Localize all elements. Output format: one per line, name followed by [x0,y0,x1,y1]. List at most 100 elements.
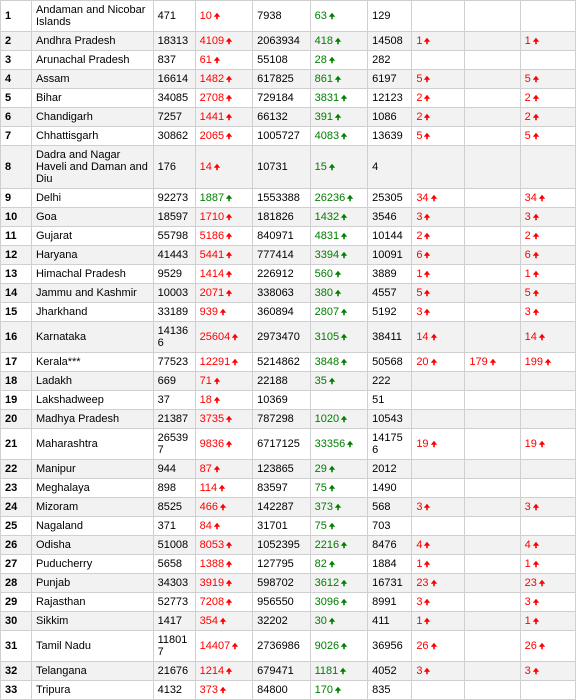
table-cell: Goa [31,208,153,227]
table-cell: Dadra and Nagar Haveli and Daman and Diu [31,146,153,189]
table-cell: 10731 [253,146,311,189]
table-cell: Madhya Pradesh [31,410,153,429]
cell-value: 3 [416,501,422,513]
table-cell: 4 [520,536,575,555]
table-cell: 2071 [195,284,253,303]
cell-value: 560 [315,268,333,280]
table-cell: 55108 [253,51,311,70]
cell-value: 14 [525,331,537,343]
cell-value: 3848 [315,356,339,368]
cell-value: 391 [315,111,333,123]
table-cell: 14508 [368,32,412,51]
cell-value: 3 [525,665,531,677]
table-cell: Jharkhand [31,303,153,322]
table-row: 31Tamil Nadu1180171440727369869026369562… [1,631,576,662]
cell-value: 3 [416,665,422,677]
table-cell: 338063 [253,284,311,303]
table-cell: Delhi [31,189,153,208]
cell-value: 61 [200,54,212,66]
table-cell: 3735 [195,410,253,429]
cell-value: 2 [416,92,422,104]
table-cell [520,1,575,32]
cell-value: 4 [416,539,422,551]
table-cell: 2065 [195,127,253,146]
cell-value: 5 [525,73,531,85]
table-cell: 7 [1,127,32,146]
table-cell: 3 [520,498,575,517]
table-cell: 1020 [310,410,368,429]
table-cell: 1884 [368,555,412,574]
table-cell: 4052 [368,662,412,681]
table-cell: 16 [1,322,32,353]
table-cell: 1 [412,612,465,631]
cell-value: 5186 [200,230,224,242]
table-cell [465,70,520,89]
table-cell: 51 [368,391,412,410]
cell-value: 5 [416,287,422,299]
table-cell: 35 [310,372,368,391]
table-cell: 3096 [310,593,368,612]
table-cell: 2 [412,227,465,246]
table-cell: 2063934 [253,32,311,51]
table-cell: 4132 [153,681,195,700]
table-cell: 26 [412,631,465,662]
cell-value: 1441 [200,111,224,123]
table-cell: 3 [412,498,465,517]
table-cell [465,391,520,410]
table-cell [465,322,520,353]
table-cell: 11 [1,227,32,246]
table-cell: 41443 [153,246,195,265]
table-cell [465,498,520,517]
table-cell: 51008 [153,536,195,555]
table-cell: 50568 [368,353,412,372]
table-cell: 25604 [195,322,253,353]
table-cell: 3612 [310,574,368,593]
table-cell: 1181 [310,662,368,681]
table-cell: 66132 [253,108,311,127]
table-cell: 5192 [368,303,412,322]
cell-value: 12291 [200,356,231,368]
cell-value: 3 [416,306,422,318]
table-cell: 13 [1,265,32,284]
table-cell: 8991 [368,593,412,612]
table-row: 3Arunachal Pradesh837615510828282 [1,51,576,70]
table-cell: 1052395 [253,536,311,555]
table-cell: 3 [412,303,465,322]
table-cell: 129 [368,1,412,32]
table-cell: 12291 [195,353,253,372]
table-cell: 18597 [153,208,195,227]
table-cell: Assam [31,70,153,89]
table-cell [520,391,575,410]
table-cell: 38411 [368,322,412,353]
cell-value: 15 [315,161,327,173]
cell-value: 35 [315,375,327,387]
cell-value: 3612 [315,577,339,589]
cell-value: 2216 [315,539,339,551]
cell-value: 3735 [200,413,224,425]
table-cell: Mizoram [31,498,153,517]
table-cell: 3105 [310,322,368,353]
cell-value: 939 [200,306,218,318]
table-cell [520,372,575,391]
table-cell: 8525 [153,498,195,517]
table-cell: 1887 [195,189,253,208]
table-cell: 18 [195,391,253,410]
table-cell: 3 [412,662,465,681]
cell-value: 1181 [315,665,339,677]
table-cell: 669 [153,372,195,391]
table-cell: 391 [310,108,368,127]
table-cell: 837 [153,51,195,70]
table-cell: 36956 [368,631,412,662]
table-row: 11Gujarat55798518684097148311014422 [1,227,576,246]
table-row: 7Chhattisgarh308622065100572740831363955 [1,127,576,146]
table-cell: 123865 [253,460,311,479]
table-cell: 3 [520,208,575,227]
table-cell: 729184 [253,89,311,108]
table-cell: 142287 [253,498,311,517]
cell-value: 4083 [315,130,339,142]
cell-value: 3 [416,596,422,608]
table-cell: Karnataka [31,322,153,353]
table-cell: 32202 [253,612,311,631]
cell-value: 3 [525,306,531,318]
cell-value: 861 [315,73,333,85]
